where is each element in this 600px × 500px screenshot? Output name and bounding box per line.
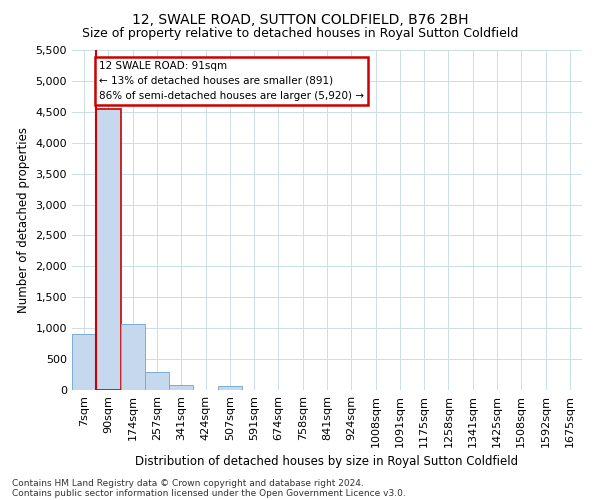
Text: Contains HM Land Registry data © Crown copyright and database right 2024.: Contains HM Land Registry data © Crown c… [12,478,364,488]
Bar [169,385,193,390]
X-axis label: Distribution of detached houses by size in Royal Sutton Coldfield: Distribution of detached houses by size … [136,455,518,468]
Text: 12, SWALE ROAD, SUTTON COLDFIELD, B76 2BH: 12, SWALE ROAD, SUTTON COLDFIELD, B76 2B… [132,12,468,26]
Bar [121,324,145,390]
Bar [72,334,96,390]
Text: Size of property relative to detached houses in Royal Sutton Coldfield: Size of property relative to detached ho… [82,28,518,40]
Text: Contains public sector information licensed under the Open Government Licence v3: Contains public sector information licen… [12,488,406,498]
Bar [218,386,242,390]
Bar [96,108,121,390]
Bar [145,372,169,390]
Text: 12 SWALE ROAD: 91sqm
← 13% of detached houses are smaller (891)
86% of semi-deta: 12 SWALE ROAD: 91sqm ← 13% of detached h… [99,61,364,100]
Y-axis label: Number of detached properties: Number of detached properties [17,127,30,313]
